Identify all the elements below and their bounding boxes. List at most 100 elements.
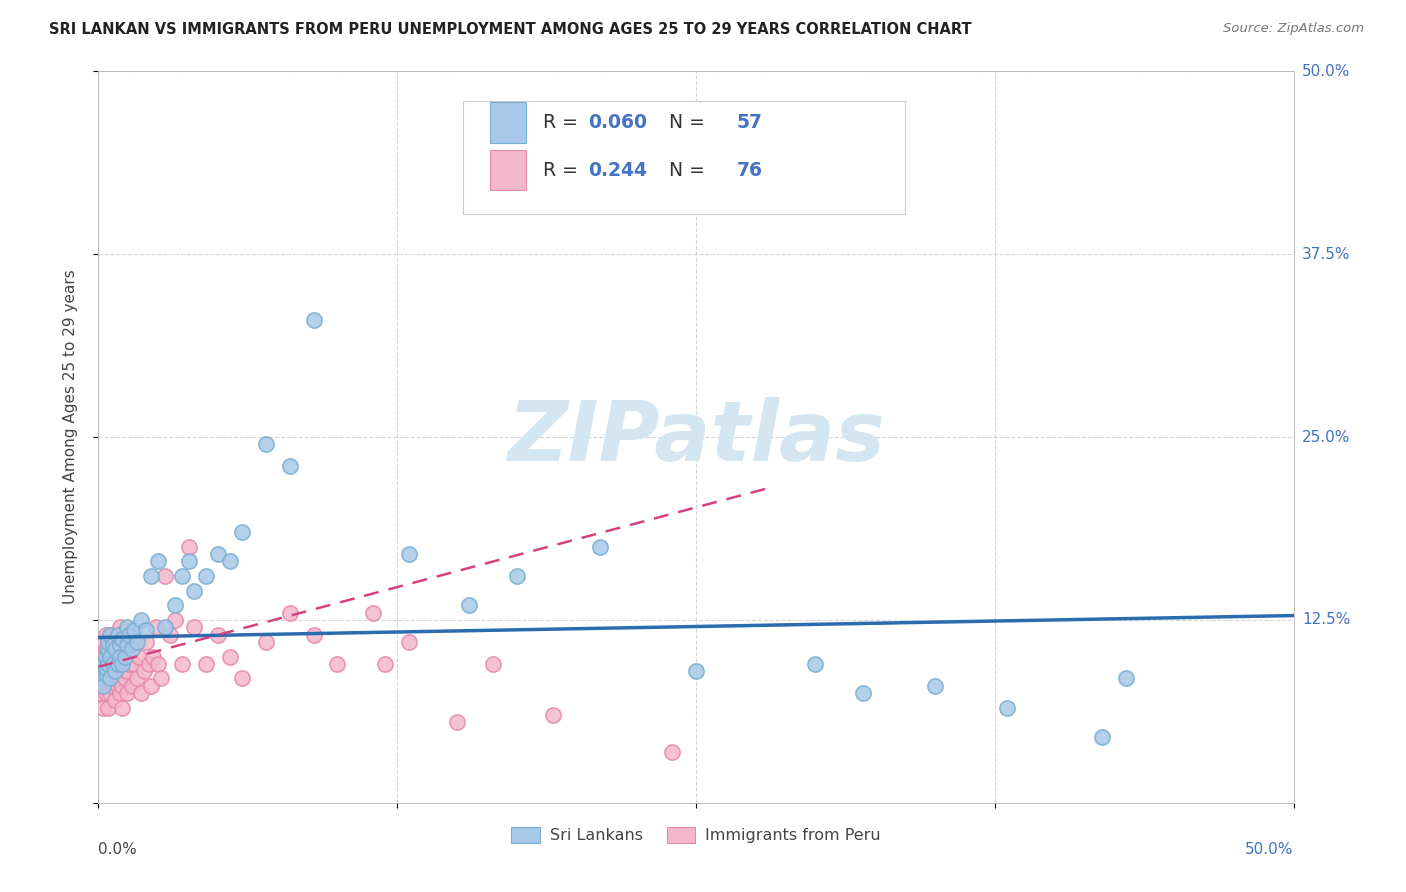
Point [90,657,112,671]
Point [398,547,420,561]
Point [481,657,505,671]
Point [115,686,138,700]
Point [94,627,117,641]
Point [97,679,120,693]
Point [94,686,117,700]
Point [90,672,112,686]
Point [179,540,201,554]
Point [108,620,131,634]
Point [94,657,117,671]
Text: Source: ZipAtlas.com: Source: ZipAtlas.com [1223,22,1364,36]
Point [104,642,127,657]
Text: 57: 57 [737,113,762,132]
Bar [491,103,526,143]
Point [219,554,242,568]
Point [148,657,170,671]
Point [90,686,112,700]
Point [207,627,229,641]
Point [135,635,157,649]
Point [219,649,242,664]
Point [91,679,114,693]
Y-axis label: Unemployment Among Ages 25 to 29 years: Unemployment Among Ages 25 to 29 years [63,269,77,605]
Point [231,525,253,540]
Bar [491,150,526,190]
Text: 0.060: 0.060 [589,113,647,132]
Point [114,672,136,686]
Point [98,649,122,664]
Point [101,657,124,671]
Point [91,700,114,714]
Point [148,554,170,568]
Point [131,686,153,700]
Point [149,672,172,686]
Point [374,657,396,671]
Point [852,686,875,700]
Point [506,569,529,583]
Point [118,627,141,641]
Point [145,620,167,634]
Point [97,642,120,657]
Text: 50.0%: 50.0% [1302,64,1350,78]
Point [111,632,134,646]
Point [118,657,141,671]
Point [398,635,420,649]
Point [111,700,134,714]
Text: 12.5%: 12.5% [1302,613,1350,627]
Point [138,657,160,671]
Point [90,672,112,686]
Point [155,620,177,634]
Point [107,657,129,671]
Point [115,620,138,634]
Point [107,657,129,671]
Text: 25.0%: 25.0% [1302,430,1350,444]
Point [111,657,134,671]
Point [115,664,138,678]
Point [302,313,325,327]
Point [97,700,120,714]
Text: 0.244: 0.244 [589,161,647,179]
Point [924,679,946,693]
Point [183,620,205,634]
Text: 50.0%: 50.0% [1246,842,1294,856]
Point [125,635,148,649]
Point [254,437,277,451]
Point [1091,730,1114,744]
Point [195,657,218,671]
Point [98,686,122,700]
Point [172,569,194,583]
Point [446,715,468,730]
Point [278,459,301,474]
Point [179,554,201,568]
Legend: Sri Lankans, Immigrants from Peru: Sri Lankans, Immigrants from Peru [505,821,887,850]
Point [104,693,127,707]
Point [94,649,117,664]
Point [121,642,143,657]
Point [139,569,162,583]
Point [111,679,134,693]
Point [685,664,707,678]
Point [207,547,229,561]
Point [94,661,117,675]
Point [124,623,146,637]
Point [94,672,117,686]
Point [142,649,165,664]
Point [104,664,127,678]
Text: 76: 76 [737,161,762,179]
Point [98,627,122,641]
Point [104,642,127,657]
Point [278,606,301,620]
Point [94,642,117,657]
Point [107,679,129,693]
Point [135,623,157,637]
Point [231,672,253,686]
Point [104,672,127,686]
Point [163,599,186,613]
Point [121,642,143,657]
Text: N =: N = [657,161,710,179]
Point [541,708,564,723]
Point [118,627,141,641]
Point [101,627,124,641]
Point [98,672,122,686]
Point [132,664,155,678]
Point [302,627,325,641]
